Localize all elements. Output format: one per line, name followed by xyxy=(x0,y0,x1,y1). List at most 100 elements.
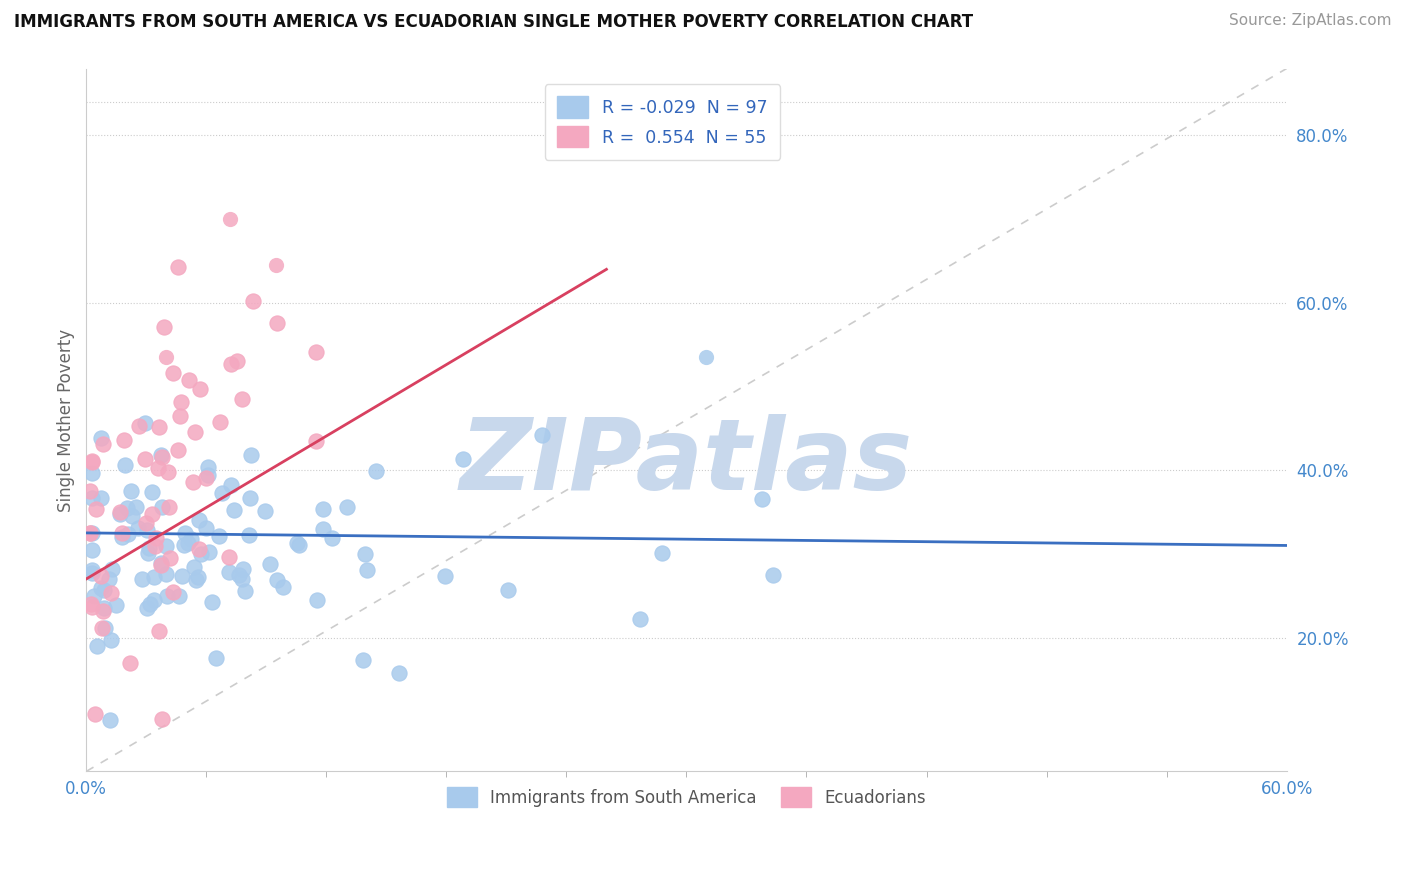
Point xyxy=(187,570,209,584)
Point xyxy=(111,530,134,544)
Point xyxy=(149,558,172,572)
Point xyxy=(201,595,224,609)
Point xyxy=(530,428,553,442)
Point xyxy=(167,589,190,603)
Point xyxy=(183,475,205,489)
Point xyxy=(239,448,262,462)
Point xyxy=(266,317,288,331)
Point xyxy=(100,585,122,599)
Point xyxy=(218,549,240,564)
Point xyxy=(80,453,103,467)
Point xyxy=(762,568,785,582)
Point xyxy=(108,505,131,519)
Point xyxy=(128,419,150,434)
Point xyxy=(90,432,112,446)
Point xyxy=(353,548,375,562)
Legend: Immigrants from South America, Ecuadorians: Immigrants from South America, Ecuadoria… xyxy=(439,779,935,816)
Point xyxy=(105,599,128,613)
Point xyxy=(82,491,104,505)
Point xyxy=(433,569,456,583)
Point xyxy=(242,293,264,308)
Point xyxy=(150,450,173,464)
Point xyxy=(145,531,167,545)
Point xyxy=(93,601,115,615)
Point xyxy=(159,550,181,565)
Point xyxy=(83,589,105,603)
Point xyxy=(187,513,209,527)
Point xyxy=(266,573,288,587)
Point xyxy=(114,458,136,472)
Point xyxy=(150,712,173,726)
Point xyxy=(451,451,474,466)
Point xyxy=(91,604,114,618)
Point xyxy=(120,656,142,670)
Point xyxy=(93,582,115,597)
Point xyxy=(156,589,179,603)
Point xyxy=(117,526,139,541)
Point xyxy=(101,562,124,576)
Point xyxy=(179,373,201,387)
Point xyxy=(356,563,378,577)
Point xyxy=(150,500,173,514)
Point xyxy=(157,500,180,514)
Point xyxy=(148,420,170,434)
Point xyxy=(155,350,177,364)
Point xyxy=(190,547,212,561)
Point xyxy=(197,544,219,558)
Point xyxy=(188,382,211,396)
Point xyxy=(305,345,328,359)
Point xyxy=(183,560,205,574)
Point xyxy=(219,212,242,227)
Point xyxy=(173,537,195,551)
Point xyxy=(82,566,104,580)
Point xyxy=(239,491,262,506)
Point xyxy=(651,546,673,560)
Point xyxy=(219,478,242,492)
Point xyxy=(352,653,374,667)
Point xyxy=(94,621,117,635)
Point xyxy=(98,713,121,727)
Point xyxy=(112,433,135,447)
Point xyxy=(225,353,247,368)
Point xyxy=(135,600,157,615)
Point xyxy=(321,531,343,545)
Point xyxy=(388,665,411,680)
Point xyxy=(195,520,218,534)
Point xyxy=(498,582,520,597)
Point xyxy=(162,366,184,380)
Point xyxy=(169,409,191,423)
Point xyxy=(218,565,240,579)
Point xyxy=(111,525,134,540)
Point xyxy=(120,484,142,499)
Point xyxy=(211,486,233,500)
Point xyxy=(91,621,114,635)
Point xyxy=(207,529,229,543)
Point xyxy=(84,706,107,721)
Point xyxy=(305,592,328,607)
Point xyxy=(231,572,253,586)
Point xyxy=(143,592,166,607)
Point xyxy=(127,521,149,535)
Point xyxy=(155,539,177,553)
Point xyxy=(143,539,166,553)
Y-axis label: Single Mother Poverty: Single Mother Poverty xyxy=(58,328,75,511)
Point xyxy=(82,455,104,469)
Point xyxy=(231,392,253,406)
Point xyxy=(79,525,101,540)
Point xyxy=(141,507,163,521)
Point xyxy=(209,415,232,429)
Point xyxy=(194,471,217,485)
Point xyxy=(364,464,387,478)
Point xyxy=(136,546,159,560)
Point xyxy=(287,535,309,549)
Point xyxy=(135,523,157,537)
Point xyxy=(170,394,193,409)
Point xyxy=(305,434,328,448)
Point xyxy=(79,526,101,541)
Point xyxy=(91,436,114,450)
Point xyxy=(100,633,122,648)
Text: IMMIGRANTS FROM SOUTH AMERICA VS ECUADORIAN SINGLE MOTHER POVERTY CORRELATION CH: IMMIGRANTS FROM SOUTH AMERICA VS ECUADOR… xyxy=(14,13,973,31)
Point xyxy=(177,535,200,549)
Point xyxy=(197,460,219,475)
Point xyxy=(148,461,170,475)
